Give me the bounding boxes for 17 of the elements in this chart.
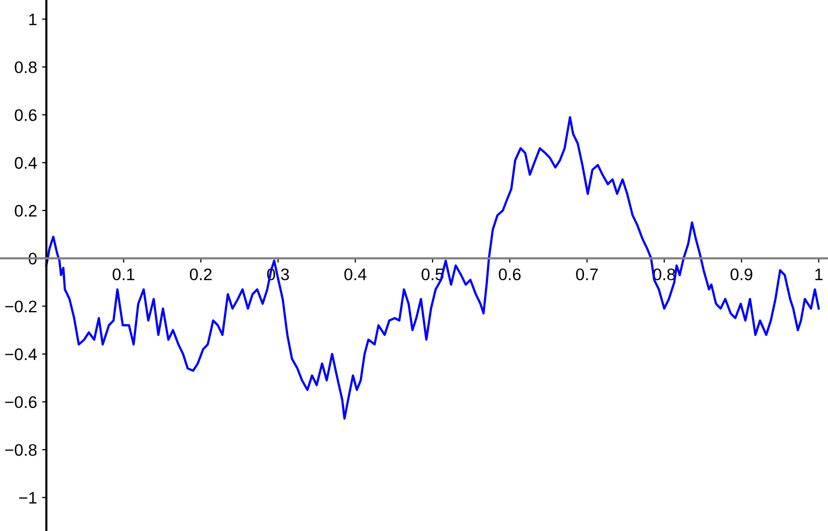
x-tick-label: 0.2 xyxy=(190,268,212,280)
y-tick-label: 0.6 xyxy=(14,109,37,122)
y-tick-label: −0.8 xyxy=(5,444,37,456)
y-tick-label: −0.4 xyxy=(5,348,37,360)
x-tick-label: 0.7 xyxy=(576,268,598,280)
y-tick-label: 1 xyxy=(29,14,37,26)
y-tick-label: −0.2 xyxy=(5,300,36,312)
x-tick-label: 0.9 xyxy=(730,268,752,280)
x-tick-label: 1 xyxy=(815,268,823,280)
y-tick-label: 0.8 xyxy=(14,61,37,74)
y-tick-label: −0.6 xyxy=(5,396,37,408)
y-tick-label: −1 xyxy=(19,492,36,504)
x-tick-label: 0.1 xyxy=(112,268,134,280)
y-tick-label: 0.2 xyxy=(14,204,36,217)
y-tick-label: 0.4 xyxy=(14,157,37,169)
x-tick-label: 0.4 xyxy=(344,268,366,280)
x-tick-label: 0.6 xyxy=(498,268,521,280)
